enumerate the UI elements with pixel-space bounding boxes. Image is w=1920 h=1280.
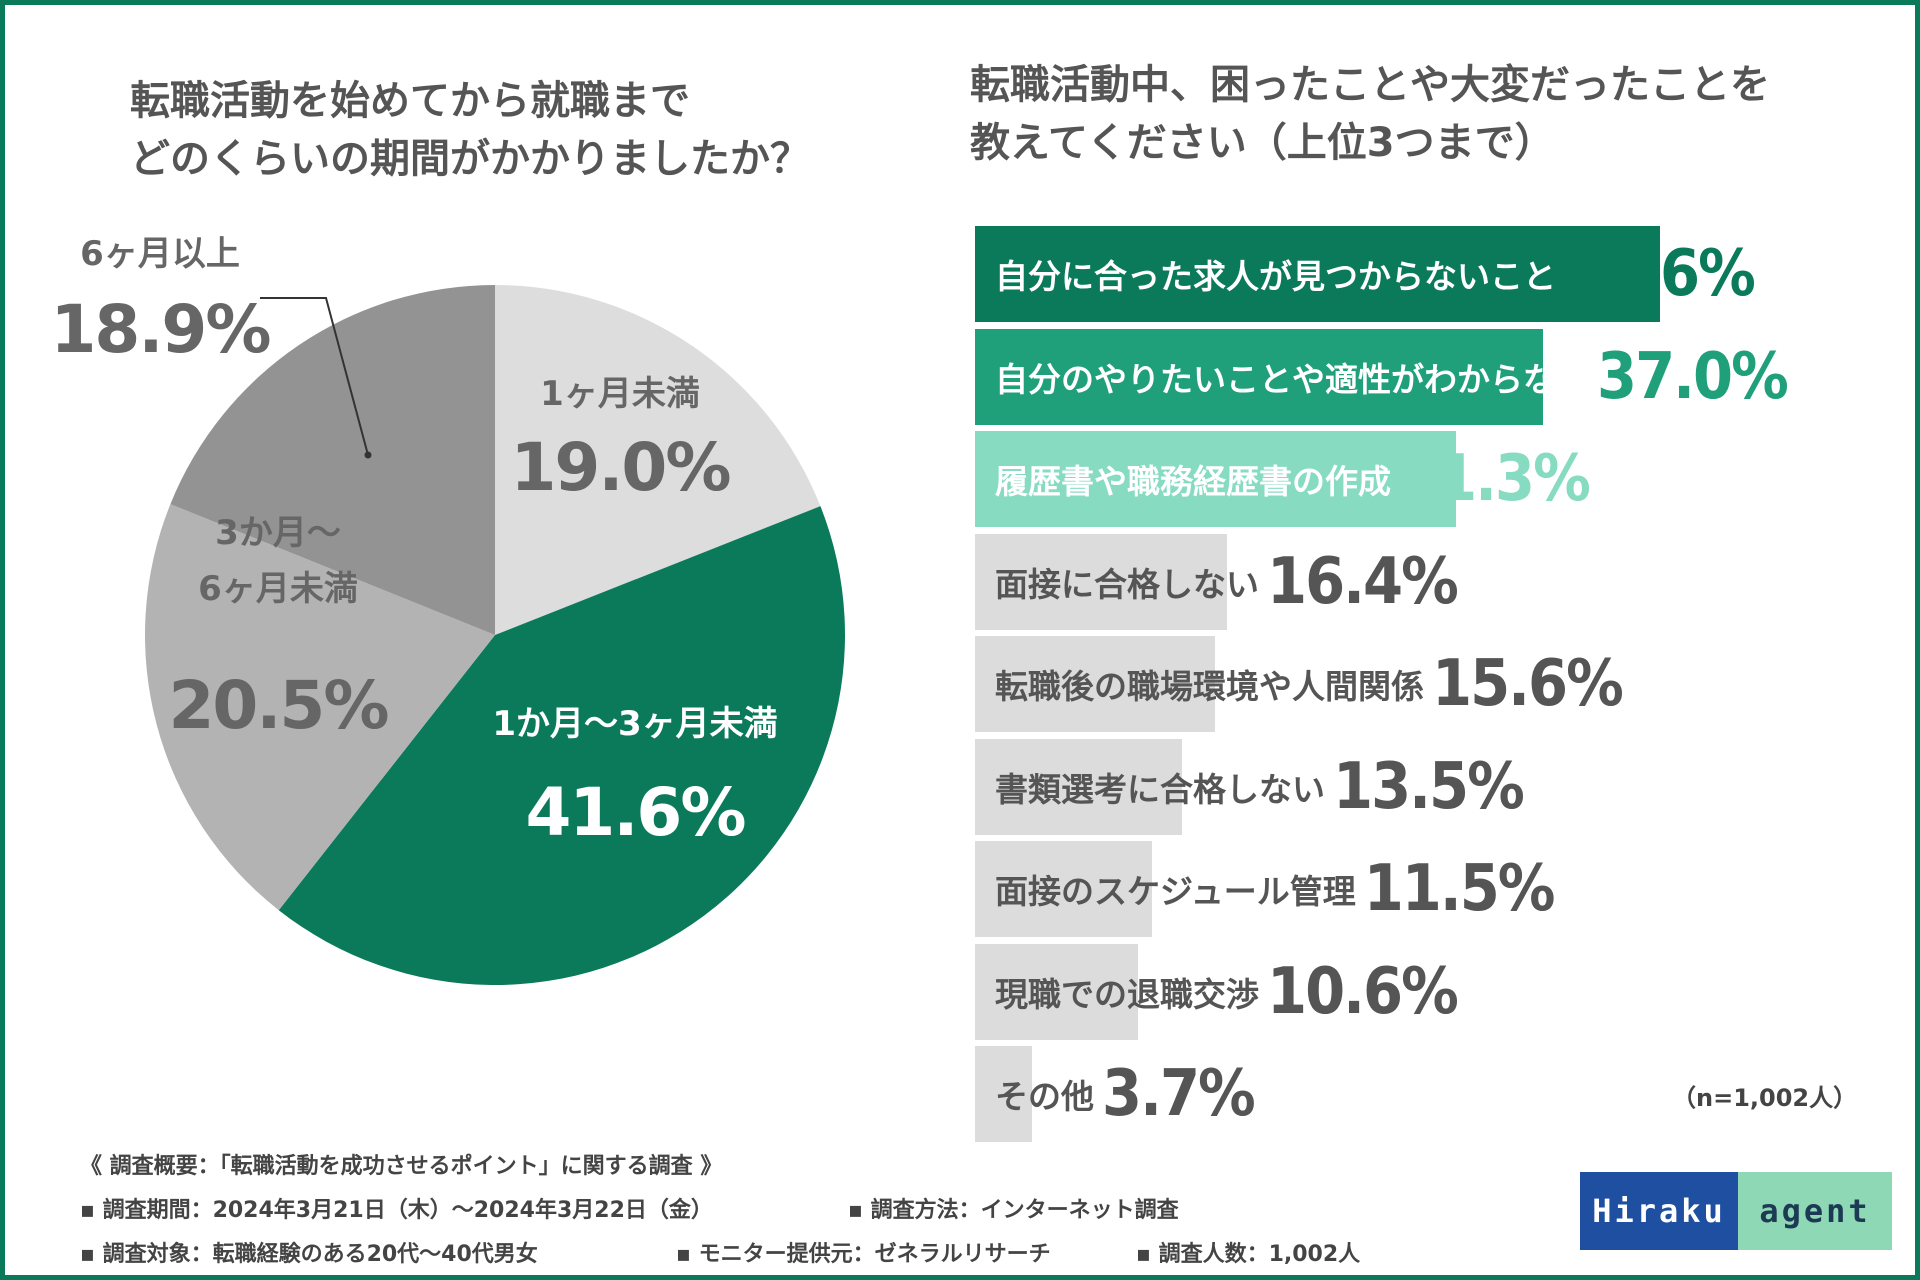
bar-row: 面接に合格しない 16.4%	[975, 533, 1905, 630]
bar-label: 面接のスケジュール管理	[995, 872, 1356, 911]
pie-chart: 1ヶ月未満 19.0% 1か月～3ヶ月未満 41.6% 3か月～ 6ヶ月未満 20.5% 6ヶ…	[51, 234, 845, 985]
footer-method: ▪ 調査方法：インターネット調査	[848, 1198, 1179, 1223]
bar-chart-title: 転職活動中、困ったことや大変だったことを 教えてください（上位3つまで）	[970, 62, 1770, 166]
bar	[975, 943, 1138, 1040]
bar-value: 15.6%	[1432, 647, 1624, 721]
bar-label: 面接に合格しない	[995, 564, 1259, 604]
footer-count: ▪ 調査人数：1,002人	[1136, 1242, 1361, 1267]
pie-slice-value: 18.9%	[51, 291, 271, 368]
bar-text-group: 自分に合った求人が見つからないこと 44.6%	[995, 226, 1756, 322]
footer-target: ▪ 調査対象：転職経験のある20代～40代男女	[80, 1242, 538, 1267]
pie-slice-label: 1ヶ月未満	[540, 374, 700, 414]
bar-value: 44.6%	[1564, 237, 1756, 311]
pie-slice	[144, 504, 495, 911]
bar-row: 現職での退職交渉 10.6%	[975, 943, 1905, 1040]
pie-slice-value: 20.5%	[169, 667, 389, 744]
bar-text-group: 書類選考に合格しない 13.5%	[995, 739, 1525, 835]
bar-label: 書類選考に合格しない	[995, 769, 1325, 809]
hiraku-agent-logo: Hiraku agent	[1580, 1172, 1892, 1250]
bar-text-group: 面接のスケジュール管理 11.5%	[995, 841, 1556, 937]
bar-label: 転職後の職場環境や人間関係	[995, 667, 1424, 706]
bar-value: 11.5%	[1363, 852, 1556, 926]
logo-hiraku: Hiraku	[1580, 1172, 1738, 1250]
bar	[975, 841, 1152, 937]
bar-label: 自分のやりたいことや適性がわからない	[995, 359, 1589, 399]
bar	[975, 431, 1456, 527]
pie-slice-label: 1か月～3ヶ月未満	[492, 704, 777, 744]
bar-value: 16.4%	[1267, 544, 1459, 619]
bar-text-group: 自分のやりたいことや適性がわからない 37.0%	[995, 329, 1789, 425]
bar-label: その他	[995, 1077, 1094, 1116]
bar-row: 自分に合った求人が見つからないこと 44.6%	[975, 226, 1905, 322]
pie-leader-dot	[364, 451, 372, 459]
bar-value: 13.5%	[1333, 749, 1525, 824]
bar-row: 書類選考に合格しない 13.5%	[975, 738, 1905, 835]
bar-text-group: その他 3.7%	[995, 1046, 1256, 1142]
bar-value: 10.6%	[1267, 954, 1459, 1029]
pie-leader-line	[260, 297, 369, 456]
logo-agent: agent	[1738, 1172, 1892, 1250]
bar-text-group: 面接に合格しない 16.4%	[995, 534, 1459, 630]
bar	[975, 738, 1182, 835]
bar-text-group: 現職での退職交渉 10.6%	[995, 944, 1459, 1040]
pie-chart-title: 転職活動を始めてから就職まで どのくらいの期間がかかりましたか？	[130, 78, 810, 182]
footer-period: ▪ 調査期間：2024年3月21日（木）～2024年3月22日（金）	[80, 1198, 713, 1223]
bar-value: 37.0%	[1597, 339, 1789, 414]
bar	[975, 636, 1215, 732]
pie-slice-value: 41.6%	[526, 774, 746, 851]
bar	[975, 1046, 1032, 1142]
bar-label: 履歴書や職務経歴書の作成	[995, 462, 1391, 501]
bar-row: 面接のスケジュール管理 11.5%	[975, 841, 1905, 937]
sample-size-note: （n=1,002人）	[1672, 1084, 1858, 1112]
footer-survey-title: 《 調査概要：「転職活動を成功させるポイント」に関する調査 》	[80, 1154, 723, 1179]
bar	[975, 328, 1543, 425]
pie-slice	[278, 506, 845, 985]
pie-slice-value: 19.0%	[511, 429, 731, 506]
bar	[975, 226, 1660, 322]
pie-slice-label: 3か月～ 6ヶ月未満	[198, 513, 358, 609]
pie-slice	[495, 285, 821, 635]
bar-row: 転職後の職場環境や人間関係 15.6%	[975, 636, 1905, 732]
bar-value: 3.7%	[1102, 1057, 1256, 1131]
bar-value: 31.3%	[1399, 442, 1591, 516]
bar	[975, 533, 1227, 630]
bar-row: 履歴書や職務経歴書の作成 31.3%	[975, 431, 1905, 527]
footer-provider: ▪ モニター提供元：ゼネラルリサーチ	[676, 1242, 1051, 1267]
bar-text-group: 履歴書や職務経歴書の作成 31.3%	[995, 431, 1591, 527]
bar-label: 現職での退職交渉	[995, 974, 1259, 1014]
bar-text-group: 転職後の職場環境や人間関係 15.6%	[995, 636, 1624, 732]
pie-slice-label: 6ヶ月以上	[80, 234, 240, 274]
bar-row: その他 3.7%	[975, 1046, 1905, 1142]
bar-label: 自分に合った求人が見つからないこと	[995, 257, 1556, 296]
pie-slice	[170, 285, 495, 635]
bar-row: 自分のやりたいことや適性がわからない 37.0%	[975, 328, 1905, 425]
